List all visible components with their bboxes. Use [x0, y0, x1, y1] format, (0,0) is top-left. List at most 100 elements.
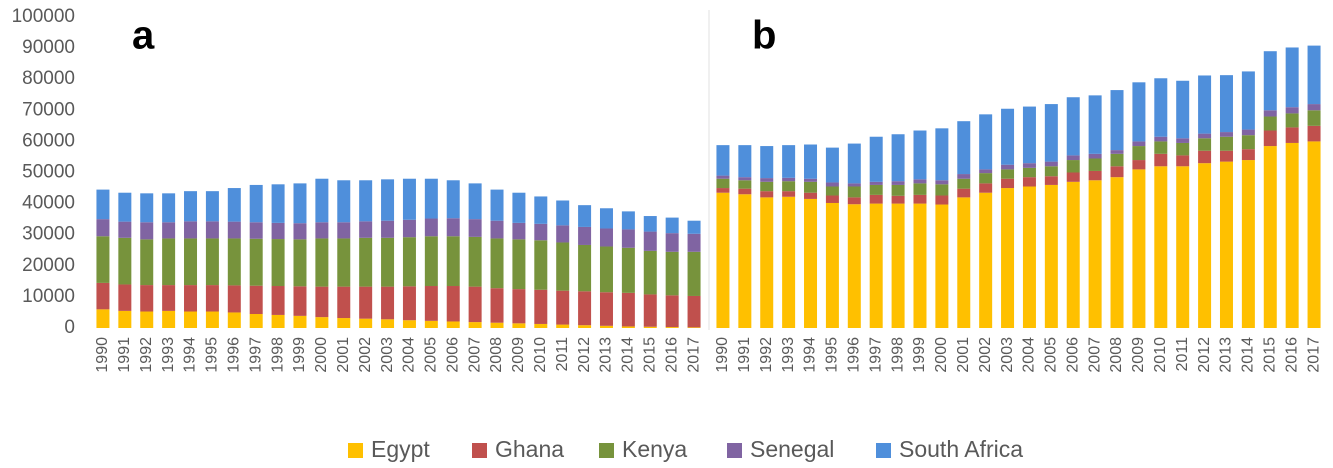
bar-segment — [687, 220, 701, 234]
x-tick-label: 2012 — [576, 337, 593, 373]
bar-segment — [1066, 172, 1080, 182]
bar-segment — [1263, 110, 1277, 117]
x-tick-label: 2016 — [663, 337, 680, 373]
bar-segment — [1132, 146, 1146, 161]
bar-segment — [935, 128, 949, 181]
bar-segment — [381, 319, 395, 328]
x-tick-label: 2000 — [313, 337, 330, 373]
bar-segment — [1154, 141, 1168, 154]
bar-segment — [782, 196, 796, 328]
bar-segment — [738, 145, 752, 178]
bar-segment — [957, 197, 971, 328]
bar-segment — [643, 216, 657, 232]
bar-segment — [1285, 113, 1299, 128]
x-tick-label: 2013 — [1218, 337, 1235, 373]
bar-segment — [716, 175, 730, 179]
bar-segment — [490, 238, 504, 289]
bar-segment — [424, 218, 438, 237]
bar-segment — [1001, 164, 1015, 170]
bar-segment — [1285, 127, 1299, 143]
bar-segment — [227, 312, 241, 328]
bar-segment — [1241, 160, 1255, 328]
bar-segment — [293, 223, 307, 240]
y-tick-label: 100000 — [12, 6, 75, 27]
bar-segment — [935, 184, 949, 196]
x-tick-label: 1998 — [889, 337, 906, 373]
x-tick-label: 2011 — [1174, 337, 1191, 372]
bar-segment — [490, 189, 504, 221]
bar-segment — [665, 327, 679, 328]
bar-segment — [782, 177, 796, 182]
bar-segment — [869, 194, 883, 204]
bar-segment — [468, 286, 482, 323]
x-tick-label: 2015 — [641, 337, 658, 373]
bar-segment — [1263, 116, 1277, 131]
bar-segment — [1154, 78, 1168, 137]
bar-segment — [1001, 178, 1015, 189]
bar-segment — [869, 136, 883, 182]
bar-segment — [402, 320, 416, 328]
bar-segment — [869, 184, 883, 195]
bar-segment — [665, 295, 679, 328]
panel-label: b — [752, 14, 776, 58]
bar-segment — [381, 286, 395, 320]
x-tick-label: 1997 — [247, 337, 264, 373]
bar-segment — [1066, 160, 1080, 173]
bar-segment — [512, 239, 526, 290]
bar-segment — [381, 237, 395, 287]
bar-segment — [979, 192, 993, 328]
bar-segment — [162, 310, 176, 328]
bar-segment — [1241, 135, 1255, 150]
x-tick-label: 2013 — [598, 337, 615, 373]
bar-segment — [957, 178, 971, 189]
y-tick-label: 20000 — [22, 255, 75, 276]
x-tick-label: 2006 — [444, 337, 461, 373]
bar-segment — [359, 221, 373, 238]
x-tick-label: 2005 — [423, 337, 440, 373]
bar-segment — [643, 250, 657, 295]
bar-segment — [760, 197, 774, 328]
bar-segment — [804, 144, 818, 179]
x-tick-label: 1990 — [714, 337, 731, 373]
legend-label: Egypt — [371, 436, 430, 462]
bar-segment — [825, 182, 839, 187]
bar-segment — [891, 203, 905, 328]
bar-segment — [716, 145, 730, 176]
legend-swatch — [727, 443, 742, 458]
bar-segment — [1154, 136, 1168, 142]
bar-segment — [1176, 138, 1190, 143]
x-tick-label: 2009 — [510, 337, 527, 373]
bar-segment — [1176, 142, 1190, 156]
bar-segment — [825, 186, 839, 196]
x-tick-label: 2010 — [532, 337, 549, 373]
bar-segment — [760, 146, 774, 179]
bar-segment — [205, 285, 219, 312]
bar-segment — [1088, 95, 1102, 154]
bar-segment — [782, 191, 796, 197]
bar-segment — [599, 208, 613, 229]
x-tick-label: 2006 — [1064, 337, 1081, 373]
bar-segment — [825, 195, 839, 203]
bar-segment — [760, 181, 774, 192]
bar-segment — [534, 323, 548, 328]
bar-segment — [738, 180, 752, 189]
legend-label: Kenya — [622, 436, 687, 462]
bar-segment — [96, 189, 110, 220]
bar-segment — [1219, 75, 1233, 133]
bar-segment — [913, 194, 927, 204]
bar-segment — [804, 198, 818, 328]
bar-segment — [271, 222, 285, 240]
bar-segment — [512, 222, 526, 240]
bar-segment — [804, 192, 818, 199]
bar-segment — [1066, 181, 1080, 328]
bar-segment — [402, 286, 416, 321]
bar-segment — [621, 292, 635, 327]
bar-segment — [738, 194, 752, 328]
bar-segment — [1022, 167, 1036, 178]
bar-segment — [315, 178, 329, 223]
bar-segment — [665, 233, 679, 252]
bar-segment — [337, 180, 351, 223]
bar-segment — [891, 195, 905, 204]
bar-segment — [1176, 166, 1190, 328]
x-tick-label: 2017 — [1305, 337, 1322, 373]
